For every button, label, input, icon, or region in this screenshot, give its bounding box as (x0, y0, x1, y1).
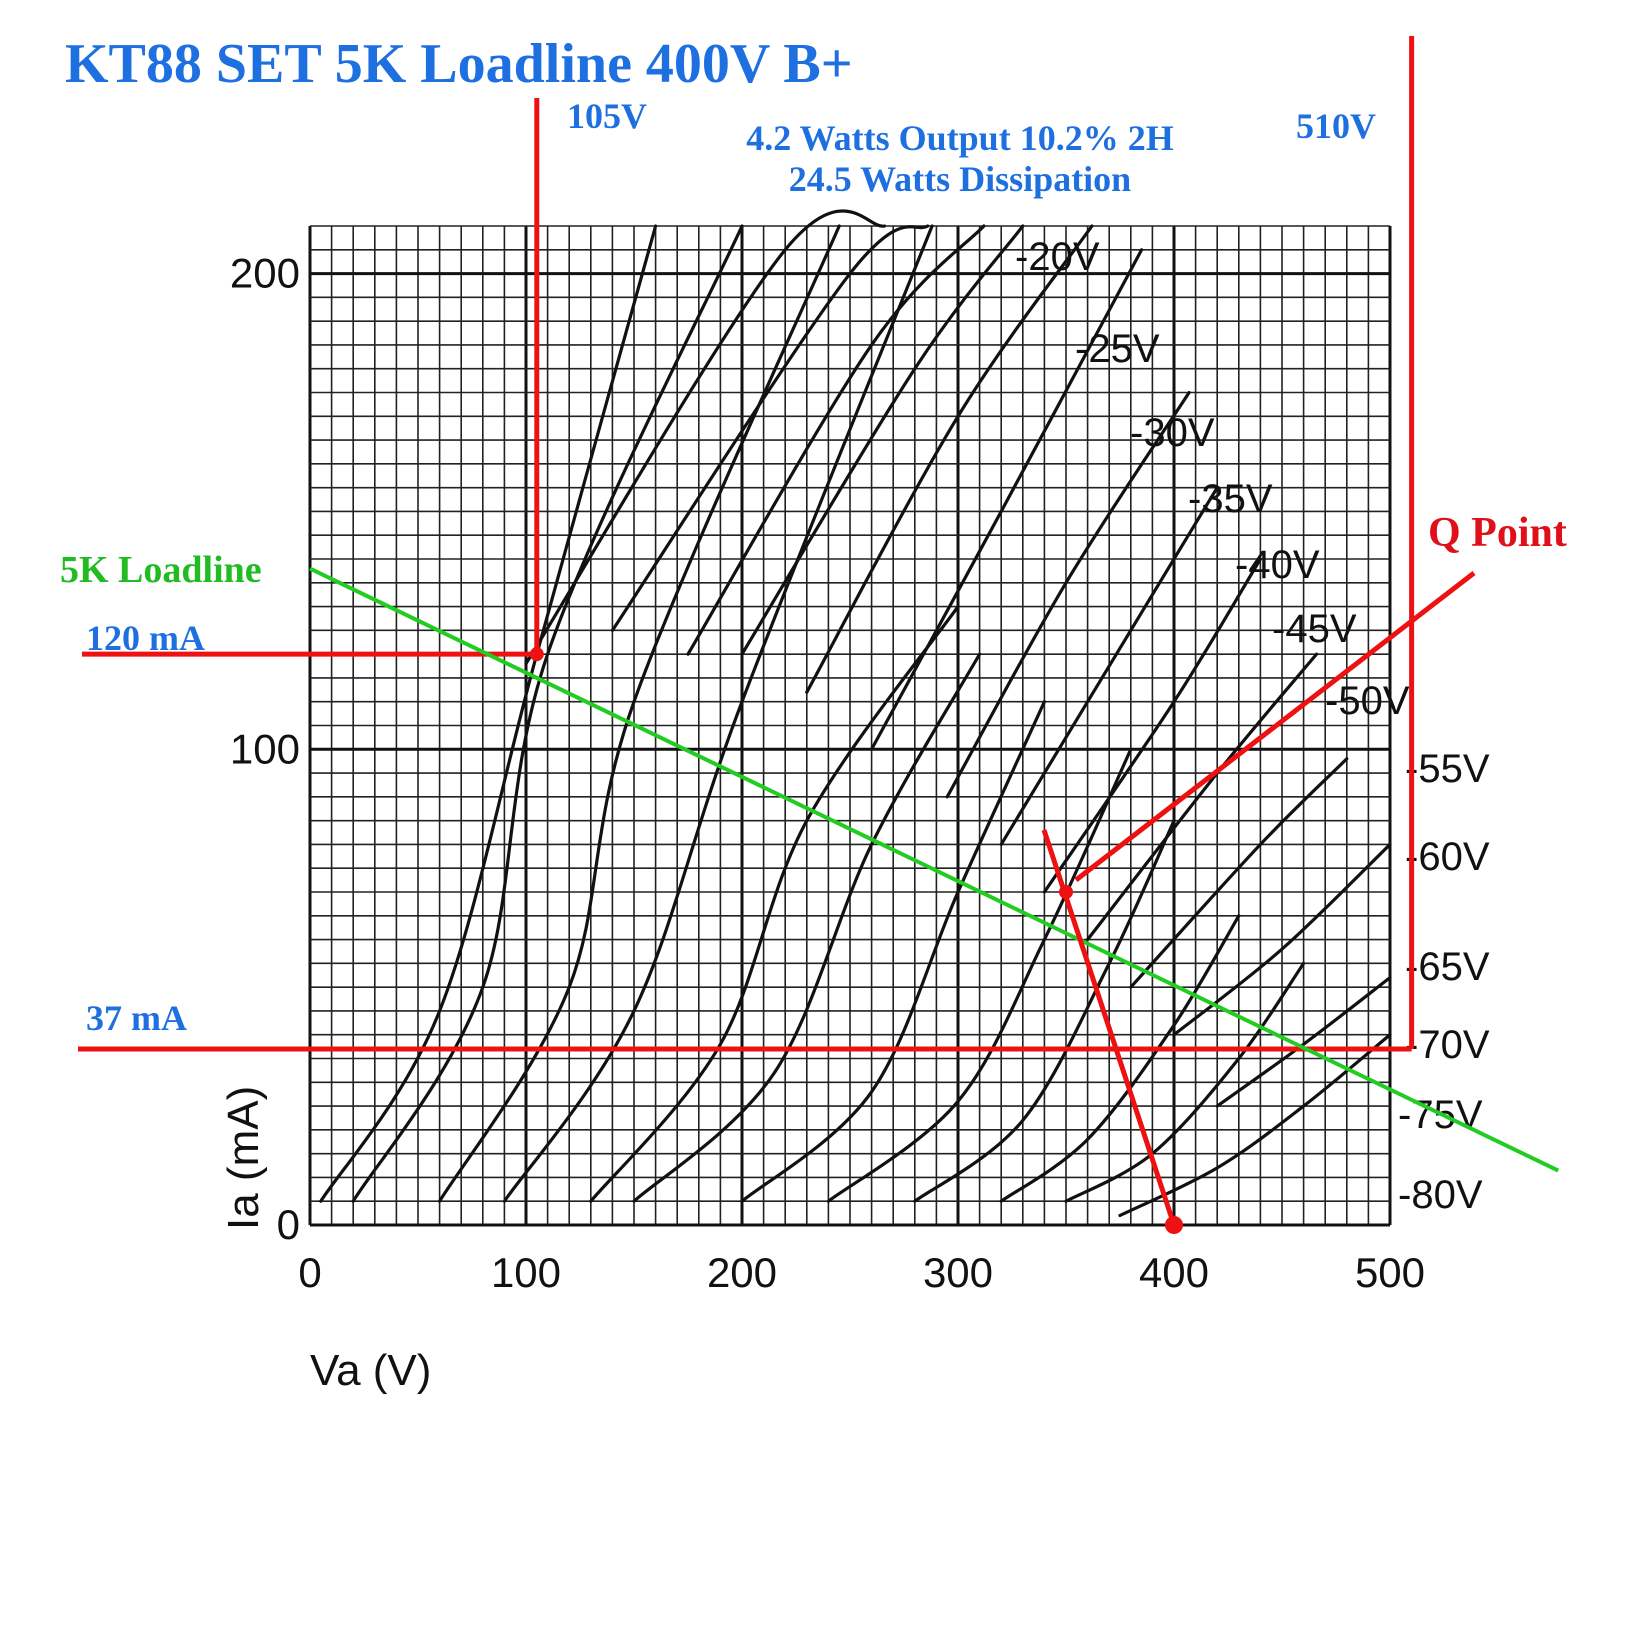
q-point-label: Q Point (1428, 510, 1567, 556)
y-tick-label: 0 (277, 1201, 300, 1248)
bias-curve (805, 224, 1094, 694)
x-tick-label: 100 (491, 1249, 561, 1296)
loadline-label: 5K Loadline (60, 549, 262, 591)
bias-curve (1129, 757, 1349, 989)
b-plus-dot (1165, 1216, 1183, 1234)
chart-subtitle-line-2: 24.5 Watts Dissipation (789, 159, 1131, 199)
i-min-label: 37 mA (86, 998, 187, 1038)
bias-label: -45V (1272, 607, 1357, 651)
y-tick-label: 100 (230, 725, 300, 772)
plot-grid (308, 225, 1392, 1227)
bias-curve (524, 209, 887, 666)
chart-subtitle-line-1: 4.2 Watts Output 10.2% 2H (746, 118, 1173, 158)
chart-title: KT88 SET 5K Loadline 400V B+ (65, 33, 853, 95)
bias-labels: -20V -25V -30V -35V -40V -45V -50V -55V -60V -65V… (1015, 235, 1490, 1217)
bias-label: -55V (1405, 747, 1490, 791)
plate-curve (826, 747, 1133, 1203)
plate-curves (319, 209, 1392, 1218)
bias-label: -65V (1405, 945, 1490, 989)
plate-curve (351, 224, 744, 1203)
bias-label: -30V (1130, 411, 1215, 455)
bias-label: -60V (1405, 835, 1490, 879)
bias-label: -50V (1325, 679, 1410, 723)
swing-max-dot (529, 647, 544, 662)
plate-curve (1064, 961, 1306, 1203)
bias-curve (1042, 557, 1262, 894)
bias-label: -70V (1405, 1023, 1490, 1067)
plate-curve (913, 819, 1176, 1203)
y-tick-label: 200 (230, 250, 300, 297)
plate-curve (502, 224, 934, 1203)
i-max-label: 120 mA (86, 618, 205, 658)
bias-curve (610, 224, 930, 632)
bias-label: -25V (1075, 327, 1160, 371)
bias-label: -40V (1235, 543, 1320, 587)
q-point-dot (1059, 885, 1073, 899)
plate-curve (589, 604, 960, 1203)
axis-ticks: 0 100 200 300 400 500 0 100 200 (230, 250, 1425, 1296)
x-tick-label: 200 (707, 1249, 777, 1296)
q-point-leader (1074, 571, 1476, 882)
loadline-overlays (78, 36, 1560, 1234)
bias-curve (686, 224, 986, 656)
plate-curve (632, 652, 982, 1203)
x-tick-label: 300 (923, 1249, 993, 1296)
bias-curve (740, 224, 1025, 656)
v-min-label: 105V (567, 96, 647, 136)
v-max-label: 510V (1296, 106, 1376, 146)
x-tick-label: 0 (298, 1249, 321, 1296)
plate-curve (740, 700, 1046, 1203)
plate-curve (319, 224, 658, 1203)
y-axis-label: Ia (mA) (219, 1086, 268, 1230)
plate-curve (999, 914, 1241, 1203)
bias-label: -20V (1015, 235, 1100, 279)
bias-curve (999, 486, 1219, 847)
bias-curve (870, 248, 1144, 751)
x-axis-label: Va (V) (310, 1346, 431, 1395)
x-tick-label: 500 (1355, 1249, 1425, 1296)
bias-label: -35V (1188, 477, 1273, 521)
bias-curve (945, 390, 1191, 799)
bias-curve (1172, 842, 1392, 1037)
x-tick-label: 400 (1139, 1249, 1209, 1296)
bias-curve (1215, 976, 1392, 1108)
bias-label: -80V (1398, 1173, 1483, 1217)
loadline (309, 566, 1560, 1173)
